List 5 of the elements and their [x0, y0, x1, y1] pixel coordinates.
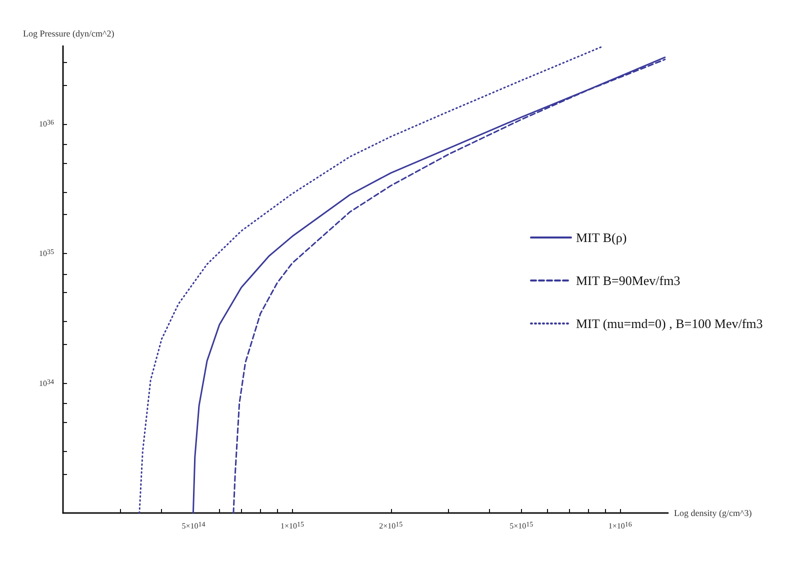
- legend-label: MIT B(ρ): [576, 230, 627, 245]
- legend-label: MIT (mu=md=0) , B=100 Mev/fm3: [576, 316, 763, 331]
- y-axis-title: Log Pressure (dyn/cm^2): [23, 28, 114, 38]
- legend-label: MIT B=90Mev/fm3: [576, 273, 680, 288]
- x-axis-title: Log density (g/cm^3): [674, 508, 752, 518]
